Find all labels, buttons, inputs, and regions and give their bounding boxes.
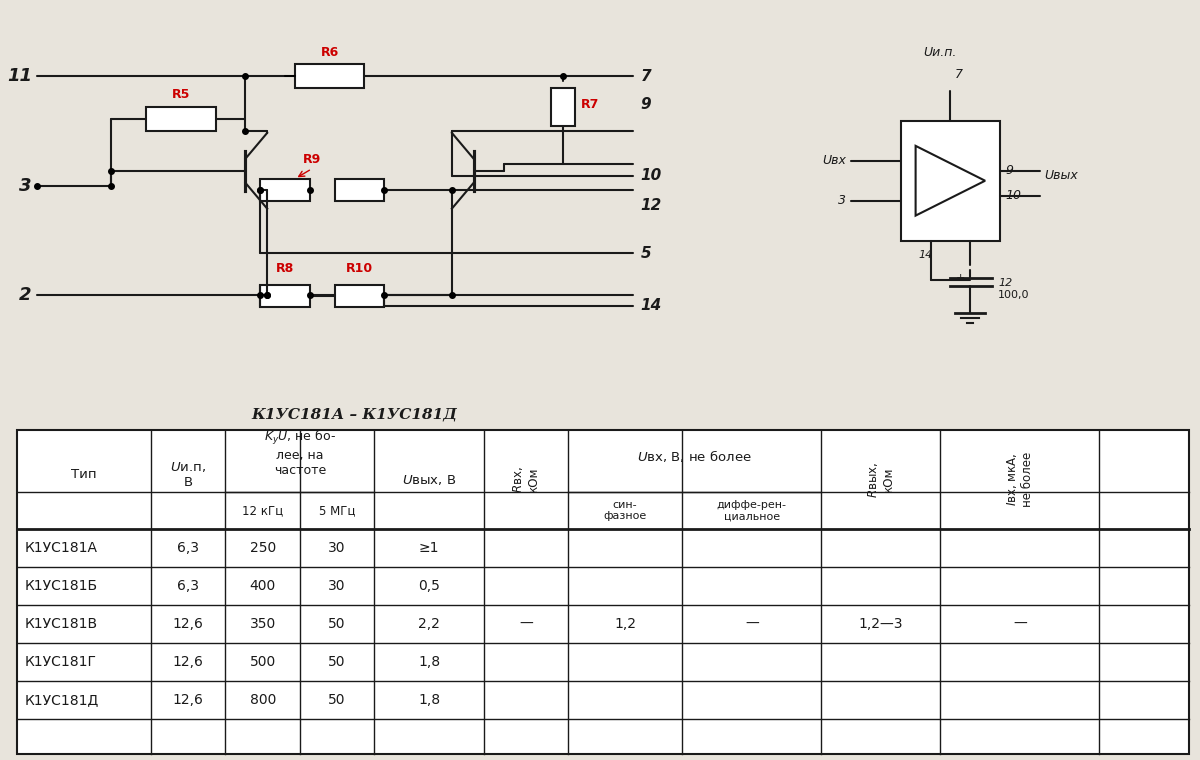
Text: Uи.п.: Uи.п.: [924, 46, 958, 59]
Text: 12,6: 12,6: [173, 655, 204, 669]
Text: $U$и.п,
В: $U$и.п, В: [170, 460, 206, 489]
Text: $R$вх,
кОм: $R$вх, кОм: [511, 467, 540, 493]
Text: 5: 5: [641, 246, 652, 261]
Text: R7: R7: [581, 97, 599, 110]
Bar: [17, 430, 1189, 754]
Text: 400: 400: [250, 579, 276, 594]
Text: 10: 10: [641, 168, 661, 183]
Text: син-
фазное: син- фазное: [604, 500, 647, 521]
Text: R6: R6: [320, 46, 338, 59]
Text: 11: 11: [7, 67, 32, 85]
Text: 7: 7: [641, 68, 652, 84]
Text: 1,8: 1,8: [418, 655, 440, 669]
Text: 6,3: 6,3: [178, 541, 199, 556]
Text: 30: 30: [329, 541, 346, 556]
Text: R5: R5: [172, 88, 190, 101]
Text: 10: 10: [1004, 189, 1021, 202]
Text: 12: 12: [998, 278, 1013, 288]
Text: 2: 2: [19, 287, 32, 304]
Text: —: —: [518, 617, 533, 631]
Text: 3: 3: [19, 177, 32, 195]
Text: 9: 9: [1004, 164, 1013, 177]
Text: 1,8: 1,8: [418, 693, 440, 707]
Text: Тип: Тип: [71, 468, 97, 481]
Bar: [295, 64, 365, 88]
Text: 1,2—3: 1,2—3: [859, 617, 904, 631]
Text: К1УС181Г: К1УС181Г: [25, 655, 97, 669]
Text: R10: R10: [346, 262, 373, 275]
Text: 6,3: 6,3: [178, 579, 199, 594]
Text: 500: 500: [250, 655, 276, 669]
Text: Uвых: Uвых: [1045, 169, 1079, 182]
Text: $R$вых,
кОм: $R$вых, кОм: [866, 461, 895, 498]
Text: R8: R8: [276, 262, 294, 275]
Text: 50: 50: [329, 617, 346, 631]
Text: ≥1: ≥1: [419, 541, 439, 556]
Text: диффе-рен-
циальное: диффе-рен- циальное: [716, 500, 787, 521]
Text: 9: 9: [641, 97, 652, 112]
Text: К1УС181Д: К1УС181Д: [25, 693, 100, 707]
Text: $U$вх, В, не более: $U$вх, В, не более: [637, 448, 752, 464]
Text: 12 кГц: 12 кГц: [242, 504, 283, 517]
Bar: [901, 121, 1000, 240]
Text: 0,5: 0,5: [418, 579, 440, 594]
Text: К1УС181А – К1УС181Д: К1УС181А – К1УС181Д: [252, 408, 457, 422]
Text: 350: 350: [250, 617, 276, 631]
Text: $K_y U$, не бо-
лее, на
частоте: $K_y U$, не бо- лее, на частоте: [264, 428, 336, 477]
Text: 12,6: 12,6: [173, 693, 204, 707]
Text: 30: 30: [329, 579, 346, 594]
Text: 2,2: 2,2: [418, 617, 440, 631]
Bar: [146, 107, 216, 131]
Text: К1УС181Б: К1УС181Б: [25, 579, 98, 594]
Text: 1,2: 1,2: [614, 617, 636, 631]
Bar: [260, 285, 310, 307]
Text: К1УС181В: К1УС181В: [25, 617, 98, 631]
Text: $I$вх, мкА,
не более: $I$вх, мкА, не более: [1006, 452, 1034, 507]
Text: 3: 3: [838, 194, 846, 207]
Text: +: +: [956, 274, 965, 283]
Text: R9: R9: [302, 153, 320, 166]
Text: 50: 50: [329, 655, 346, 669]
Text: 7: 7: [955, 68, 964, 81]
Text: 5 МГц: 5 МГц: [319, 504, 355, 517]
Text: 12,6: 12,6: [173, 617, 204, 631]
Text: 100,0: 100,0: [998, 290, 1030, 300]
Text: 250: 250: [250, 541, 276, 556]
Bar: [551, 88, 575, 126]
Text: 14: 14: [918, 251, 932, 261]
Bar: [335, 285, 384, 307]
Text: $U$вых, В: $U$вых, В: [402, 473, 456, 486]
Bar: [335, 179, 384, 201]
Text: —: —: [1013, 617, 1027, 631]
Text: 50: 50: [329, 693, 346, 707]
Text: —: —: [745, 617, 758, 631]
Text: 14: 14: [641, 298, 661, 313]
Text: Uвх: Uвх: [822, 154, 846, 167]
Text: К1УС181А: К1УС181А: [25, 541, 98, 556]
Bar: [260, 179, 310, 201]
Text: 800: 800: [250, 693, 276, 707]
Text: 12: 12: [641, 198, 661, 213]
